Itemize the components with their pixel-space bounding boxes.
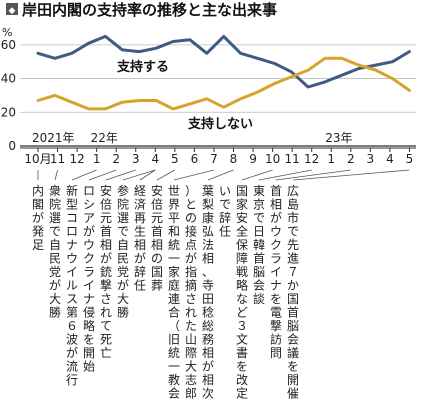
event-label: 広島市で先進７か国首脳会議を開催 [287, 184, 299, 400]
event-leader-line [258, 169, 312, 181]
y-tick-labels: 0 20 40 60 [1, 38, 16, 153]
event-label: 経済再生相が辞任 [134, 184, 146, 293]
event-label: ロシアがウクライナ侵略を開始 [83, 184, 95, 374]
event-leader-line [241, 169, 273, 181]
x-tick-label: 2 [112, 152, 120, 166]
year-labels: 2021年 22年 23年 [32, 131, 353, 145]
event-leader-line [292, 169, 410, 181]
y-tick-label: 20 [1, 105, 16, 119]
year-label: 22年 [91, 131, 118, 145]
x-tick-label: 7 [210, 152, 218, 166]
year-label: 23年 [325, 131, 352, 145]
event-label: 首相がウクライナを電撃訪問 [270, 184, 282, 360]
event-leader-line [88, 169, 117, 181]
event-leader-line [105, 169, 136, 181]
year-label: 2021年 [32, 131, 75, 145]
series-lines [36, 34, 411, 111]
x-tick-label: 3 [132, 152, 140, 166]
title-marker-box [6, 3, 18, 15]
event-leader-line [207, 169, 234, 181]
y-tick-label: 40 [1, 72, 16, 86]
legend-support: 支持する [116, 59, 169, 75]
legend-nonsupport: 支持しない [187, 116, 253, 132]
x-tick-label: 10 [265, 152, 280, 166]
event-label: 国家安全保障戦略など３文書を改定 [236, 184, 248, 400]
title-marker: ◆ [9, 6, 16, 16]
event-leader-line [71, 169, 97, 181]
event-label: 新型コロナウイルス第６波が流行 [66, 183, 78, 387]
x-tick-label: 2 [347, 152, 355, 166]
x-tick-label: 5 [171, 152, 179, 166]
y-tick-label: 60 [1, 38, 16, 52]
x-tick-label: 9 [249, 152, 257, 166]
event-label: 参院選で自民党が大勝 [117, 183, 129, 320]
x-tick-label: 11 [50, 152, 65, 166]
event-label: いで辞任 [219, 184, 231, 239]
event-label: 葉梨康弘法相、寺田稔総務相が相次 [202, 184, 214, 400]
x-axis [20, 147, 416, 152]
support-line [36, 34, 411, 89]
x-tick-label: 4 [151, 152, 159, 166]
x-tick-label: 6 [191, 152, 199, 166]
x-tick-label: 1 [327, 152, 335, 166]
event-label: 衆院選で自民党が大勝 [49, 184, 61, 320]
event-leader-line [156, 169, 176, 181]
x-tick-label: 1 [93, 152, 101, 166]
event-leader-line [54, 169, 58, 181]
x-tick-label: 5 [406, 152, 414, 166]
x-tick-label: 3 [367, 152, 375, 166]
event-label: 安倍元首相の国葬 [151, 183, 163, 293]
nonsupport-line [36, 56, 411, 111]
x-tick-label: 8 [230, 152, 238, 166]
x-tick-label: 12 [304, 152, 319, 166]
x-tick-label: 10月 [24, 152, 51, 166]
event-label: 内閣が発足 [32, 184, 44, 252]
event-label: ）との接点が指摘された山際大志郎 [185, 184, 197, 400]
x-tick-label: 12 [69, 152, 84, 166]
event-label: 東京で日韓首脳会談 [253, 184, 265, 306]
event-leader-line [173, 169, 215, 181]
x-tick-label: 11 [285, 152, 300, 166]
y-unit-label: % [2, 26, 12, 39]
chart-title: 岸田内閣の支持率の推移と主な出来事 [22, 1, 277, 19]
event-label: 安倍元首相が銃撃されて死亡 [100, 183, 112, 360]
x-tick-label: 4 [386, 152, 394, 166]
y-tick-label: 0 [8, 139, 16, 153]
event-leader-line [139, 169, 156, 181]
event-annotations: 内閣が発足衆院選で自民党が大勝新型コロナウイルス第６波が流行ロシアがウクライナ侵… [32, 169, 410, 400]
event-leader-line [122, 169, 156, 181]
event-label: 世界平和統一家庭連合（旧統一教会 [168, 184, 180, 400]
event-leader-line [275, 169, 351, 181]
